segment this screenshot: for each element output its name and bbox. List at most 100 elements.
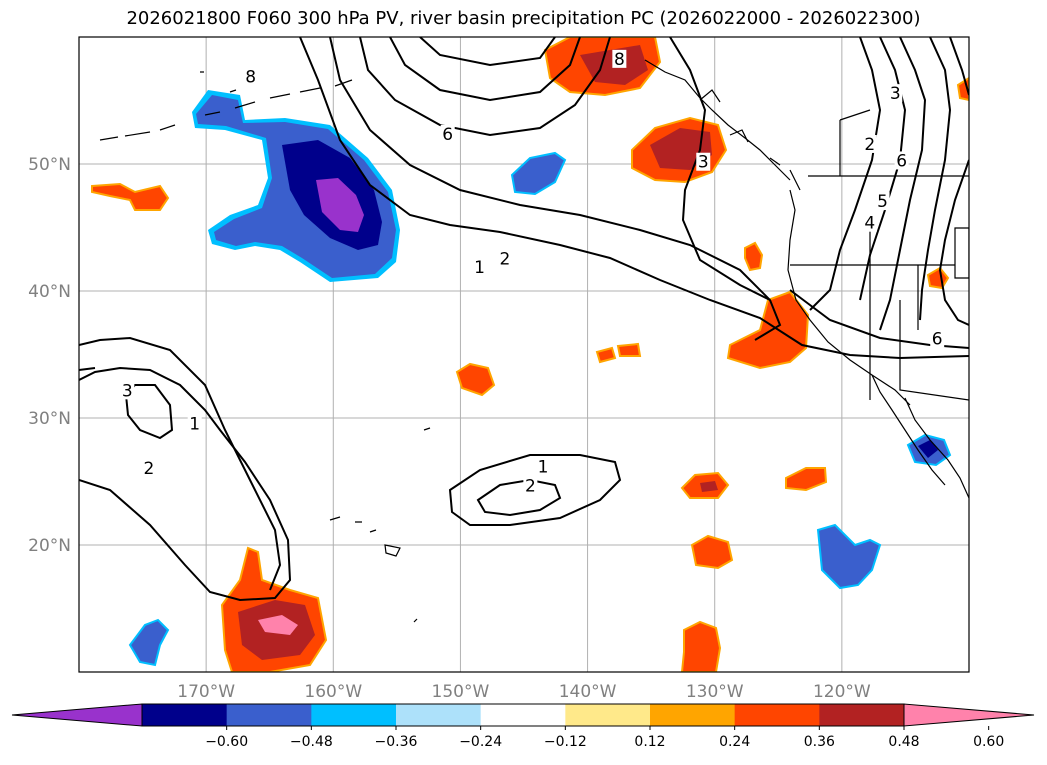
colorbar-frame [141, 703, 905, 727]
lon-label-1: 160°W [304, 682, 362, 702]
pv-contour-label-bg-13 [862, 213, 877, 232]
negative-anomaly-east-pacific [816, 523, 882, 590]
pv-contour-label-4: 1 [538, 458, 549, 478]
pv-contour-label-11: 6 [896, 151, 907, 171]
negative-anomaly-gulf-california-core [918, 440, 938, 458]
colorbar-segment-1 [226, 704, 312, 726]
pv-contour-label-bg-9 [888, 84, 903, 103]
positive-anomaly-mid-4-core [700, 481, 718, 492]
colorbar-tick-label-3: −0.24 [459, 734, 502, 750]
colorbar-tick-label-6: 0.24 [719, 734, 750, 750]
negative-anomaly-north-pacific-core [316, 178, 364, 232]
colorbar-tick-label-8: 0.48 [888, 734, 919, 750]
negative-anomaly-small-1 [510, 151, 567, 196]
pv-contour-label-5: 2 [525, 477, 536, 497]
us-state-line-2 [790, 227, 969, 330]
latitude-labels: 20°N 30°N 40°N 50°N [28, 155, 71, 556]
bc-islands [699, 89, 801, 191]
lon-label-4: 130°W [686, 682, 744, 702]
lon-label-3: 140°W [559, 682, 617, 702]
pv-contour-label-0: 6 [442, 125, 453, 145]
colorbar-extend-max [903, 703, 1035, 727]
pv-contour-label-bg-11 [894, 151, 909, 170]
us-state-line-1 [839, 109, 871, 176]
colorbar-segment-3 [396, 704, 482, 726]
pv-contour-label-8: 2 [144, 459, 155, 479]
precip-pc-shading [91, 37, 969, 672]
colorbar-segment-5 [565, 704, 651, 726]
pv-contour-label-7: 1 [189, 414, 200, 434]
colorbar-segment-4 [480, 704, 566, 726]
us-west-coast [787, 189, 911, 406]
pv-contour-label-bg-0 [440, 124, 455, 143]
positive-anomaly-west-small [91, 182, 170, 211]
negative-anomaly-southwest [128, 618, 170, 667]
pv-contour-label-bg-6 [120, 381, 135, 400]
positive-anomaly-mid-1 [595, 346, 617, 364]
alaska-aleutian-dots [200, 71, 237, 93]
pv-contour-label-2: 2 [500, 249, 511, 269]
colorbar-tick-label-7: 0.36 [804, 734, 835, 750]
pv-contour-1-south [448, 454, 622, 526]
pv-contour-label-bg-7 [187, 414, 202, 433]
pv-contour-label-3: 1 [474, 258, 485, 278]
pv-contour-north-rings [359, 37, 771, 301]
pv-contour-2-south [476, 478, 562, 517]
lon-label-5: 120°W [813, 682, 871, 702]
longitude-labels: 170°W 160°W 150°W 140°W 130°W 120°W [177, 682, 871, 702]
lat-label-2: 40°N [28, 282, 71, 302]
positive-anomaly-california [726, 290, 810, 370]
baja-california [871, 374, 969, 499]
colorbar-segment-7 [734, 704, 820, 726]
lat-label-0: 20°N [28, 536, 71, 556]
alaska-panhandle [644, 59, 791, 181]
pv-contour-label-bg-1 [243, 67, 258, 86]
pv-contour-label-bg-14 [930, 329, 945, 348]
pv-contour-label-14: 6 [932, 329, 943, 349]
lon-label-2: 150°W [432, 682, 490, 702]
positive-anomaly-mid-3 [455, 362, 496, 397]
colorbar-segment-2 [311, 704, 397, 726]
small-island-2 [423, 427, 431, 431]
alaska-coast [99, 79, 353, 141]
colorbar-segment-0 [142, 704, 228, 726]
colorbar-tick-label-2: −0.36 [375, 734, 418, 750]
colorbar-tick-label-5: 0.12 [634, 734, 665, 750]
lon-label-0: 170°W [177, 682, 235, 702]
colorbar-segment-6 [650, 704, 736, 726]
pv-contour-label-bg-8 [141, 458, 156, 477]
positive-anomaly-south-peak [258, 615, 298, 635]
positive-anomaly-mid-5 [785, 467, 828, 492]
pv-contour-label-12: 5 [877, 192, 888, 212]
pv-contour-label-16: 8 [614, 50, 625, 70]
small-island-1 [413, 618, 418, 623]
colorbar-segment-8 [819, 704, 905, 726]
pv-contour-label-15: 3 [698, 153, 709, 173]
positive-anomaly-oregon [744, 241, 764, 272]
pv-contour-label-6: 3 [122, 381, 133, 401]
colorbar-tick-label-9: 0.60 [973, 734, 1004, 750]
colorbar-extend-min [11, 703, 143, 727]
pv-contour-3-west [124, 384, 174, 440]
map-frame [78, 36, 970, 673]
positive-anomaly-mid-2 [616, 342, 642, 357]
lat-label-3: 50°N [28, 155, 71, 175]
pv-contour-label-10: 2 [864, 135, 875, 155]
pv-contour-label-bg-5 [523, 476, 538, 495]
pv-contour-1-main [79, 37, 969, 591]
lat-label-1: 30°N [28, 409, 71, 429]
colorbar-tick-label-0: −0.60 [205, 734, 248, 750]
pv-contour-label-bg-4 [536, 457, 551, 476]
pv-contour-label-13: 4 [864, 214, 875, 234]
pv-contour-label-bg-10 [862, 134, 877, 153]
hawaii [329, 516, 401, 557]
colorbar-tick-label-4: −0.12 [544, 734, 587, 750]
pv-contour-label-1: 8 [245, 68, 256, 88]
pv-contour-label-9: 3 [890, 84, 901, 104]
map-title: 2026021800 F060 300 hPa PV, river basin … [126, 8, 921, 29]
pv-contour-label-bg-2 [497, 249, 512, 268]
pv-contour-label-bg-12 [875, 192, 890, 211]
pv-contour-label-bg-16 [612, 49, 627, 68]
